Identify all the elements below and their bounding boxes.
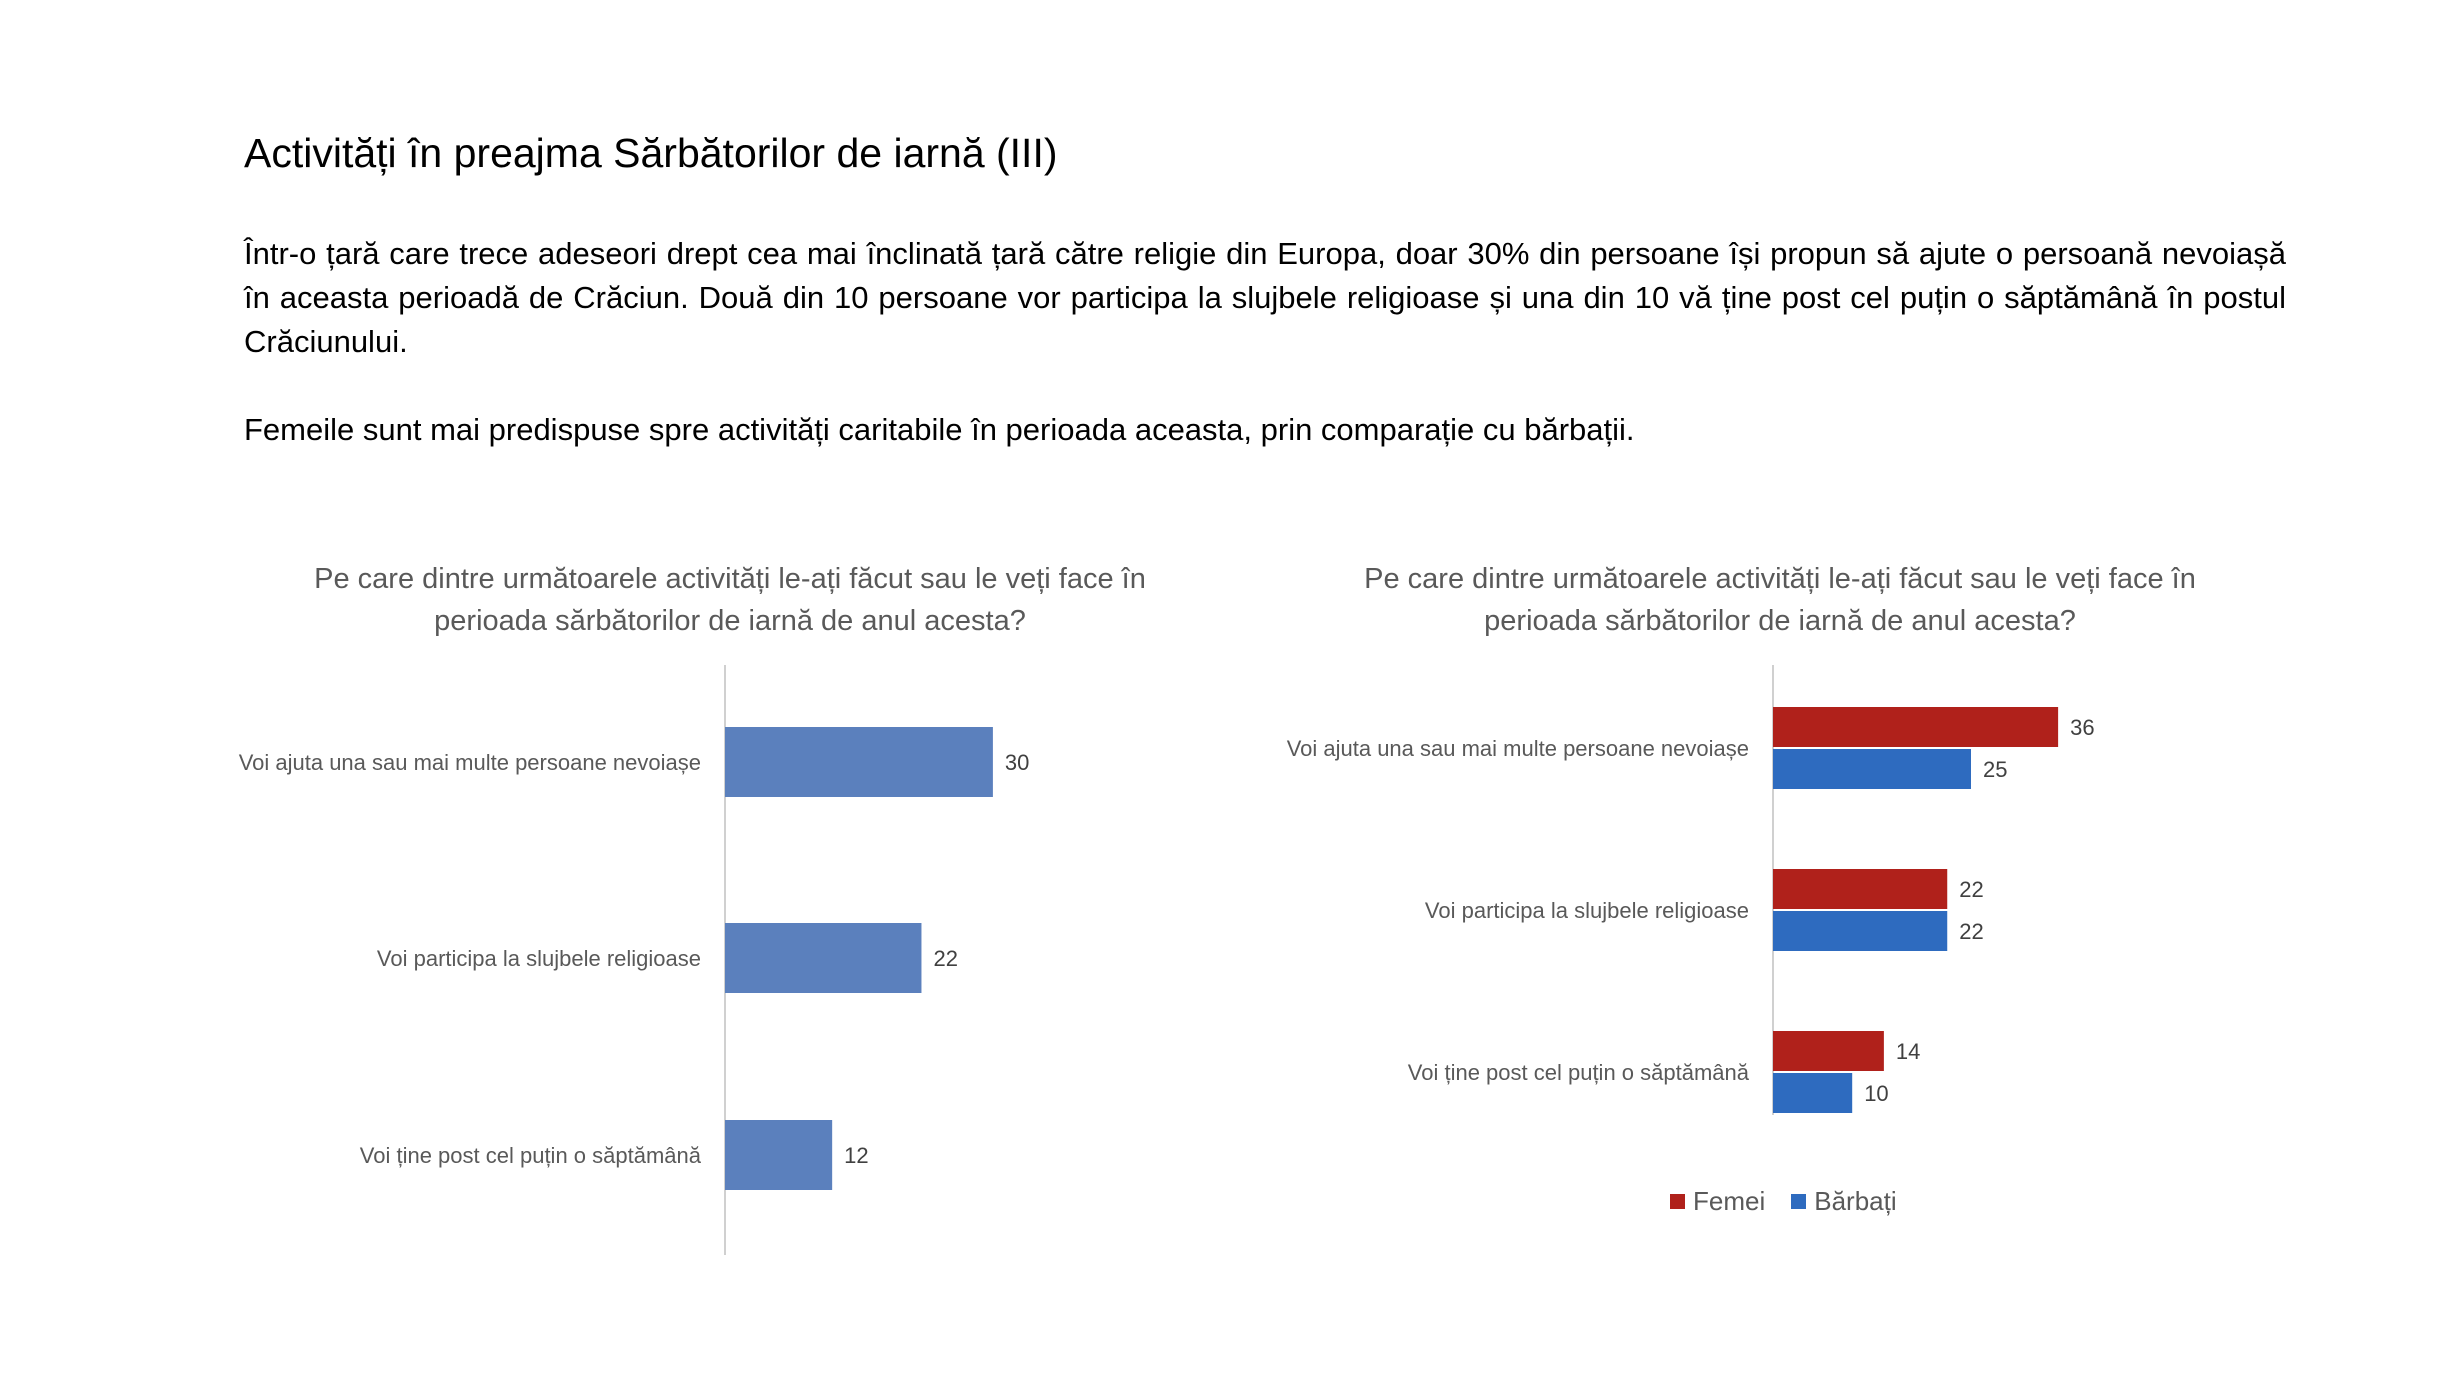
- chart2-category-label-2: Voi participa la slujbele religioase: [1425, 898, 1749, 923]
- intro-paragraph: Într-o țară care trece adeseori drept ce…: [244, 236, 2286, 359]
- chart2-value-label-femei-3: 14: [1896, 1039, 1920, 1064]
- chart2-value-label-barbati-3: 10: [1864, 1081, 1888, 1106]
- chart1-category-label-3: Voi ține post cel puțin o săptămână: [360, 1143, 702, 1168]
- chart1-value-label-2: 22: [933, 946, 957, 971]
- chart1-title: Pe care dintre următoarele activități le…: [314, 563, 1146, 637]
- intro-paragraph-2: Femeile sunt mai predispuse spre activit…: [244, 412, 1635, 447]
- chart2-value-label-barbati-2: 22: [1959, 919, 1983, 944]
- chart2-value-label-barbati-1: 25: [1983, 757, 2007, 782]
- chart1-bar-2: [725, 923, 922, 993]
- legend-swatch-barbati: [1791, 1194, 1807, 1209]
- chart2-bar-femei-1: [1773, 707, 2059, 747]
- legend-item-barbati: Bărbați: [1791, 1186, 1897, 1217]
- legend-label-femei: Femei: [1693, 1186, 1766, 1216]
- chart2-value-label-femei-1: 36: [2070, 715, 2094, 740]
- chart2-bar-barbati-1: [1773, 749, 1971, 789]
- chart1-value-label-3: 12: [844, 1143, 868, 1168]
- chart2-bar-femei-2: [1773, 869, 1948, 909]
- chart2-title: Pe care dintre următoarele activități le…: [1364, 563, 2196, 637]
- chart1-category-label-2: Voi participa la slujbele religioase: [377, 946, 701, 971]
- chart2-bar-barbati-3: [1773, 1073, 1853, 1113]
- chart2-bar-femei-3: [1773, 1031, 1884, 1071]
- legend-label-barbati: Bărbați: [1814, 1186, 1897, 1216]
- slide-title: Activități în preajma Sărbătorilor de ia…: [244, 130, 1058, 176]
- legend-swatch-femei: [1670, 1194, 1685, 1209]
- chart1-bar-1: [725, 727, 993, 797]
- chart2-category-label-1: Voi ajuta una sau mai multe persoane nev…: [1287, 736, 1749, 761]
- chart2-category-label-3: Voi ține post cel puțin o săptămână: [1408, 1060, 1750, 1085]
- chart1-svg: 30 Voi ajuta una sau mai multe persoane n…: [239, 665, 1029, 1255]
- chart1-category-label-1: Voi ajuta una sau mai multe persoane nev…: [239, 750, 701, 775]
- chart2-value-label-femei-2: 22: [1959, 877, 1983, 902]
- chart2-bar-barbati-2: [1773, 911, 1948, 951]
- chart2-legend: Femei Bărbați: [1670, 1186, 1897, 1217]
- legend-item-femei: Femei: [1670, 1186, 1765, 1217]
- chart1-bar-3: [725, 1120, 833, 1190]
- chart1-value-label-1: 30: [1005, 750, 1029, 775]
